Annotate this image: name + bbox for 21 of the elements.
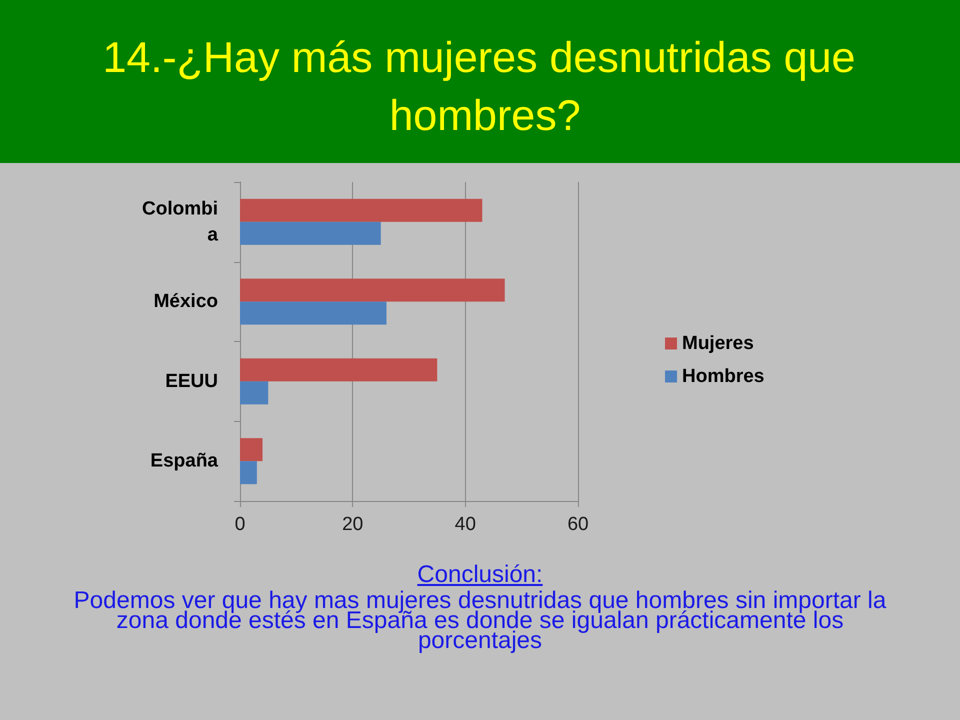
- text: Conclusión:: [417, 561, 543, 588]
- x-tick-label: 0: [234, 514, 246, 535]
- bar: [240, 278, 505, 302]
- y-tick-label: EEUU: [165, 370, 218, 392]
- bar: [240, 198, 482, 222]
- x-tick-label: 60: [567, 514, 589, 535]
- y-tick-label: México: [154, 291, 218, 312]
- x-tick-label: 20: [342, 514, 364, 535]
- x-tick-label: 40: [454, 514, 476, 535]
- bar: [240, 438, 263, 462]
- bar: [240, 222, 381, 245]
- bar: [240, 358, 438, 382]
- text: Podemos ver que hay mas mujeres desnutridas que hombres sin importar la zona donde estés en España es donde se igualan prácticamente los porcentajes: [72, 587, 888, 654]
- y-tick-label: Colombia: [142, 198, 218, 246]
- bar: [240, 381, 268, 404]
- bar: [240, 461, 257, 484]
- chart-title: 14.-¿Hay más mujeres desnutridas que hombres?: [102, 34, 868, 140]
- legend-label: Mujeres: [682, 333, 754, 354]
- y-tick-label: España: [150, 450, 218, 472]
- bar: [240, 302, 386, 325]
- legend-label: Hombres: [682, 366, 764, 387]
